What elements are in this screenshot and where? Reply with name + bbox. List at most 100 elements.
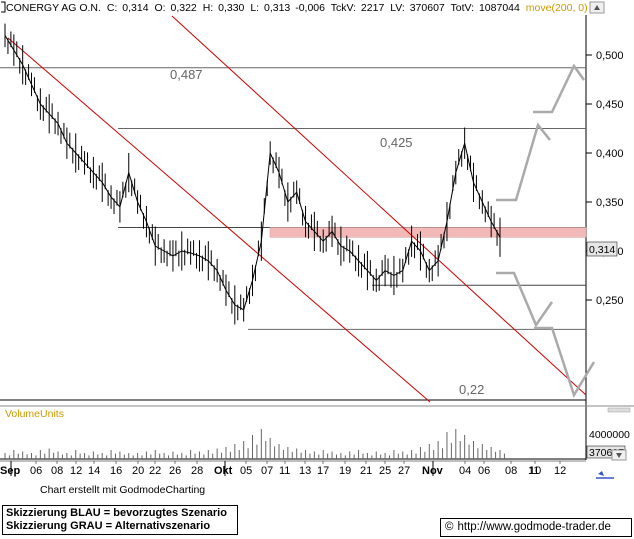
y-tick-label: 0,400 [596,148,624,160]
volume-series [4,429,505,459]
x-tick-label: 16 [110,465,122,477]
source-link[interactable]: © http://www.godmode-trader.de [440,518,632,537]
svg-text:CONERGY AG O.N. C:: CONERGY AG O.N. C: 0,314 O: 0,322 H: 0,3… [6,2,588,14]
price-link [110,196,121,208]
price-link [199,255,209,262]
price-link [411,240,421,252]
x-axis-end-icon [596,471,614,479]
price-link [296,192,307,222]
price-link [437,221,448,261]
x-tick-label: 08 [51,465,63,477]
x-tick-label: 28 [191,465,203,477]
price-link [402,241,413,271]
x-tick-label: 11 [528,465,539,477]
y-tick-label: 0,500 [596,50,624,62]
volume-panel-label: VolumeUnits [5,408,64,420]
price-link [207,260,218,271]
level-label-425: 0,425 [380,135,413,150]
source-url[interactable]: http://www.godmode-trader.de [457,521,611,533]
channel-line-upper [171,15,587,396]
x-tick-label: 22 [149,465,161,477]
level-label-022: 0,22 [459,382,484,397]
price-link [4,35,15,51]
x-tick-label: 20 [132,465,144,477]
price-link [384,270,395,276]
y-tick-label: 0,250 [596,295,624,307]
price-link [84,162,94,173]
price-link [31,84,41,105]
x-tick-label: 17 [317,465,329,477]
price-link [66,142,77,154]
header-change: -0,006 [295,2,325,14]
price-link [322,231,333,242]
x-tick-label: 07 [261,465,273,477]
scenario-legend-gray: Skizzierung GRAU = Alternativszenario [6,520,211,532]
price-link [225,289,236,306]
scroll-arrow-icon [594,5,600,10]
price-link [367,270,377,281]
price-link [181,250,191,254]
price-link [473,182,483,203]
x-tick-label: 04 [459,465,471,477]
header-tckv: 2217 [361,2,385,14]
chart-credit: Chart erstellt mit GodmodeCharting [40,484,206,496]
x-tick-label: 05 [240,465,252,477]
price-link [455,143,466,173]
y-tick-label: 0,350 [596,197,624,209]
x-tick-label: 11 [279,465,290,477]
panel-divider-button[interactable] [607,407,631,413]
price-link [39,103,50,115]
price-link [13,49,24,66]
price-link [48,113,59,124]
header-totv: 1087044 [479,2,520,14]
header-low: 0,313 [264,2,290,14]
resistance-zone [269,227,587,238]
price-link [314,231,324,242]
header-close: 0,314 [122,2,148,14]
x-tick-label: 26 [169,465,181,477]
price-link [119,172,130,208]
scenario-down-path-2 [534,326,596,398]
price-link [172,250,183,257]
scenario-legend-box: Skizzierung BLAU = bevorzugtes Szenario … [2,505,238,535]
y-tick-label: 0,450 [596,99,624,111]
x-tick-label: 21 [360,465,372,477]
price-link [419,250,430,271]
header-high: 0,330 [218,2,244,14]
price-link [101,182,112,198]
scroll-down-arrow-icon [616,453,622,458]
price-link [393,270,404,276]
x-tick-label: 19 [339,465,351,477]
price-link [57,123,68,144]
price-link [331,231,342,247]
price-series [4,23,501,325]
price-link [375,270,386,281]
price-link [93,172,103,183]
x-tick-label: 06 [478,465,490,477]
scenario-legend-blue: Skizzierung BLAU = bevorzugtes Szenario [6,507,227,519]
price-link [155,245,165,252]
last-price-badge [586,241,618,257]
price-link [287,191,298,203]
scenario-up-path-2 [533,63,586,114]
price-link [22,64,32,85]
price-link [234,304,244,311]
price-link [490,221,501,238]
x-tick-label: 12 [554,465,566,477]
price-link [260,152,271,242]
x-tick-label: 25 [379,465,391,477]
price-link [269,152,280,173]
copyright-icon: © [445,521,454,533]
price-link [446,172,457,222]
last-price-label: 0,314 [589,244,615,256]
price-link [252,241,262,281]
level-label-487: 0,487 [170,67,203,82]
price-link [243,280,253,310]
price-link [145,221,156,247]
scenario-up-path [496,122,551,202]
x-tick-label: 10 [529,465,541,477]
x-tick-label: Nov [422,465,444,477]
x-tick-label: 27 [398,465,410,477]
price-link [137,201,147,222]
